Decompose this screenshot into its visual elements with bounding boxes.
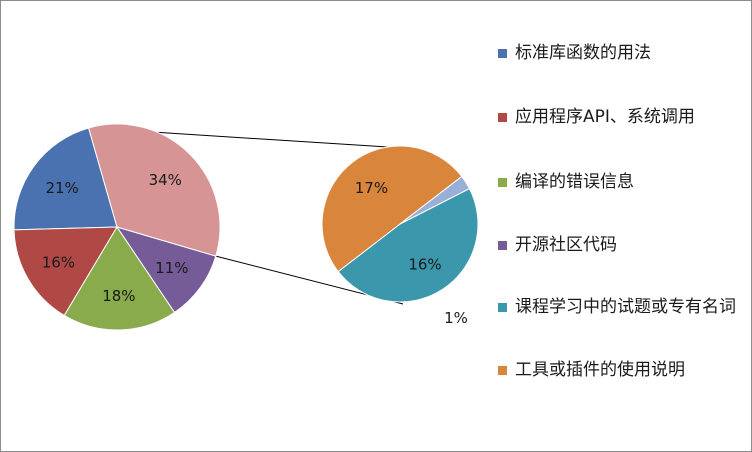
data-label: 21% xyxy=(45,179,78,197)
legend-label: 工具或插件的使用说明 xyxy=(515,360,685,380)
legend-swatch xyxy=(498,241,507,250)
data-label: 34% xyxy=(149,171,182,189)
legend-item: 标准库函数的用法 xyxy=(498,41,748,65)
legend-item: 编译的错误信息 xyxy=(498,170,748,194)
secondary-slice xyxy=(399,175,471,225)
legend-label: 开源社区代码 xyxy=(515,235,617,255)
data-label: 16% xyxy=(408,256,441,274)
secondary-slice xyxy=(337,187,479,303)
legend-swatch xyxy=(498,366,507,375)
secondary-pie xyxy=(321,145,479,303)
secondary-slice xyxy=(321,145,463,273)
legend-label: 课程学习中的试题或专有名词 xyxy=(515,297,736,317)
legend-label: 应用程序API、系统调用 xyxy=(515,107,695,127)
legend-item: 工具或插件的使用说明 xyxy=(498,358,748,382)
data-label: 18% xyxy=(102,287,135,305)
legend-label: 标准库函数的用法 xyxy=(515,43,651,63)
legend-swatch xyxy=(498,178,507,187)
legend-swatch xyxy=(498,303,507,312)
legend-swatch xyxy=(498,49,507,58)
main-slice xyxy=(13,226,118,317)
legend-item: 课程学习中的试题或专有名词 xyxy=(498,295,748,319)
main-pie xyxy=(13,123,221,331)
legend-label: 编译的错误信息 xyxy=(515,172,634,192)
data-label: 16% xyxy=(42,253,75,271)
data-label: 1% xyxy=(444,309,468,327)
legend-item: 应用程序API、系统调用 xyxy=(498,105,748,129)
data-label: 17% xyxy=(355,179,388,197)
legend-swatch xyxy=(498,113,507,122)
main-slice xyxy=(63,226,176,331)
main-slice xyxy=(115,226,217,314)
legend-item: 开源社区代码 xyxy=(498,233,748,257)
main-slice xyxy=(13,127,118,231)
main-slice xyxy=(87,123,221,257)
data-label: 11% xyxy=(155,259,188,277)
data-labels: 21% 16% 18% 11% 34% 16% 17% 1% xyxy=(42,171,468,327)
